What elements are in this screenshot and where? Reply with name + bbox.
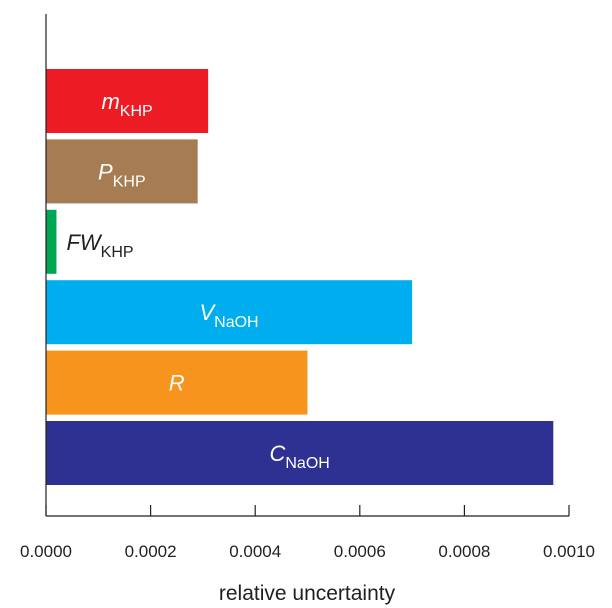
bar-p-khp (46, 139, 198, 204)
bar-label-subscript: KHP (120, 103, 153, 120)
bar-label-symbol: R (169, 371, 185, 396)
bar-fw-khp (46, 209, 57, 274)
x-tick-label: 0.0006 (334, 542, 386, 561)
bar-label-subscript: KHP (113, 173, 146, 190)
x-tick-label: 0.0010 (543, 542, 595, 561)
bar-label: mKHP (101, 89, 152, 120)
bar-label: CNaOH (269, 441, 329, 472)
x-tick-label: 0.0004 (229, 542, 281, 561)
bar-label-symbol: m (101, 89, 119, 114)
bar-label-symbol: FW (66, 230, 102, 255)
x-tick-label: 0.0008 (438, 542, 490, 561)
bar-label: VNaOH (199, 300, 258, 331)
bar-label-symbol: P (98, 159, 113, 184)
bar-label-symbol: C (269, 441, 285, 466)
x-tick-label: 0.0002 (125, 542, 177, 561)
bar-label-symbol: V (199, 300, 216, 325)
bar-label-subscript: KHP (101, 244, 134, 261)
bar-label-subscript: NaOH (214, 314, 258, 331)
bar-label-subscript: NaOH (285, 455, 329, 472)
x-axis-title: relative uncertainty (219, 582, 396, 605)
x-ticks: 0.0000 0.0002 0.0004 0.0006 0.0008 0.0010 (20, 505, 595, 561)
bar-m-khp (46, 69, 209, 133)
bar-v-naoh (46, 280, 413, 345)
bar-label: PKHP (98, 159, 146, 190)
bar-label: R (169, 371, 185, 396)
bar-r (46, 350, 308, 415)
bar-c-naoh (46, 421, 554, 485)
bar-label: FWKHP (66, 230, 133, 261)
x-tick-label: 0.0000 (20, 542, 72, 561)
